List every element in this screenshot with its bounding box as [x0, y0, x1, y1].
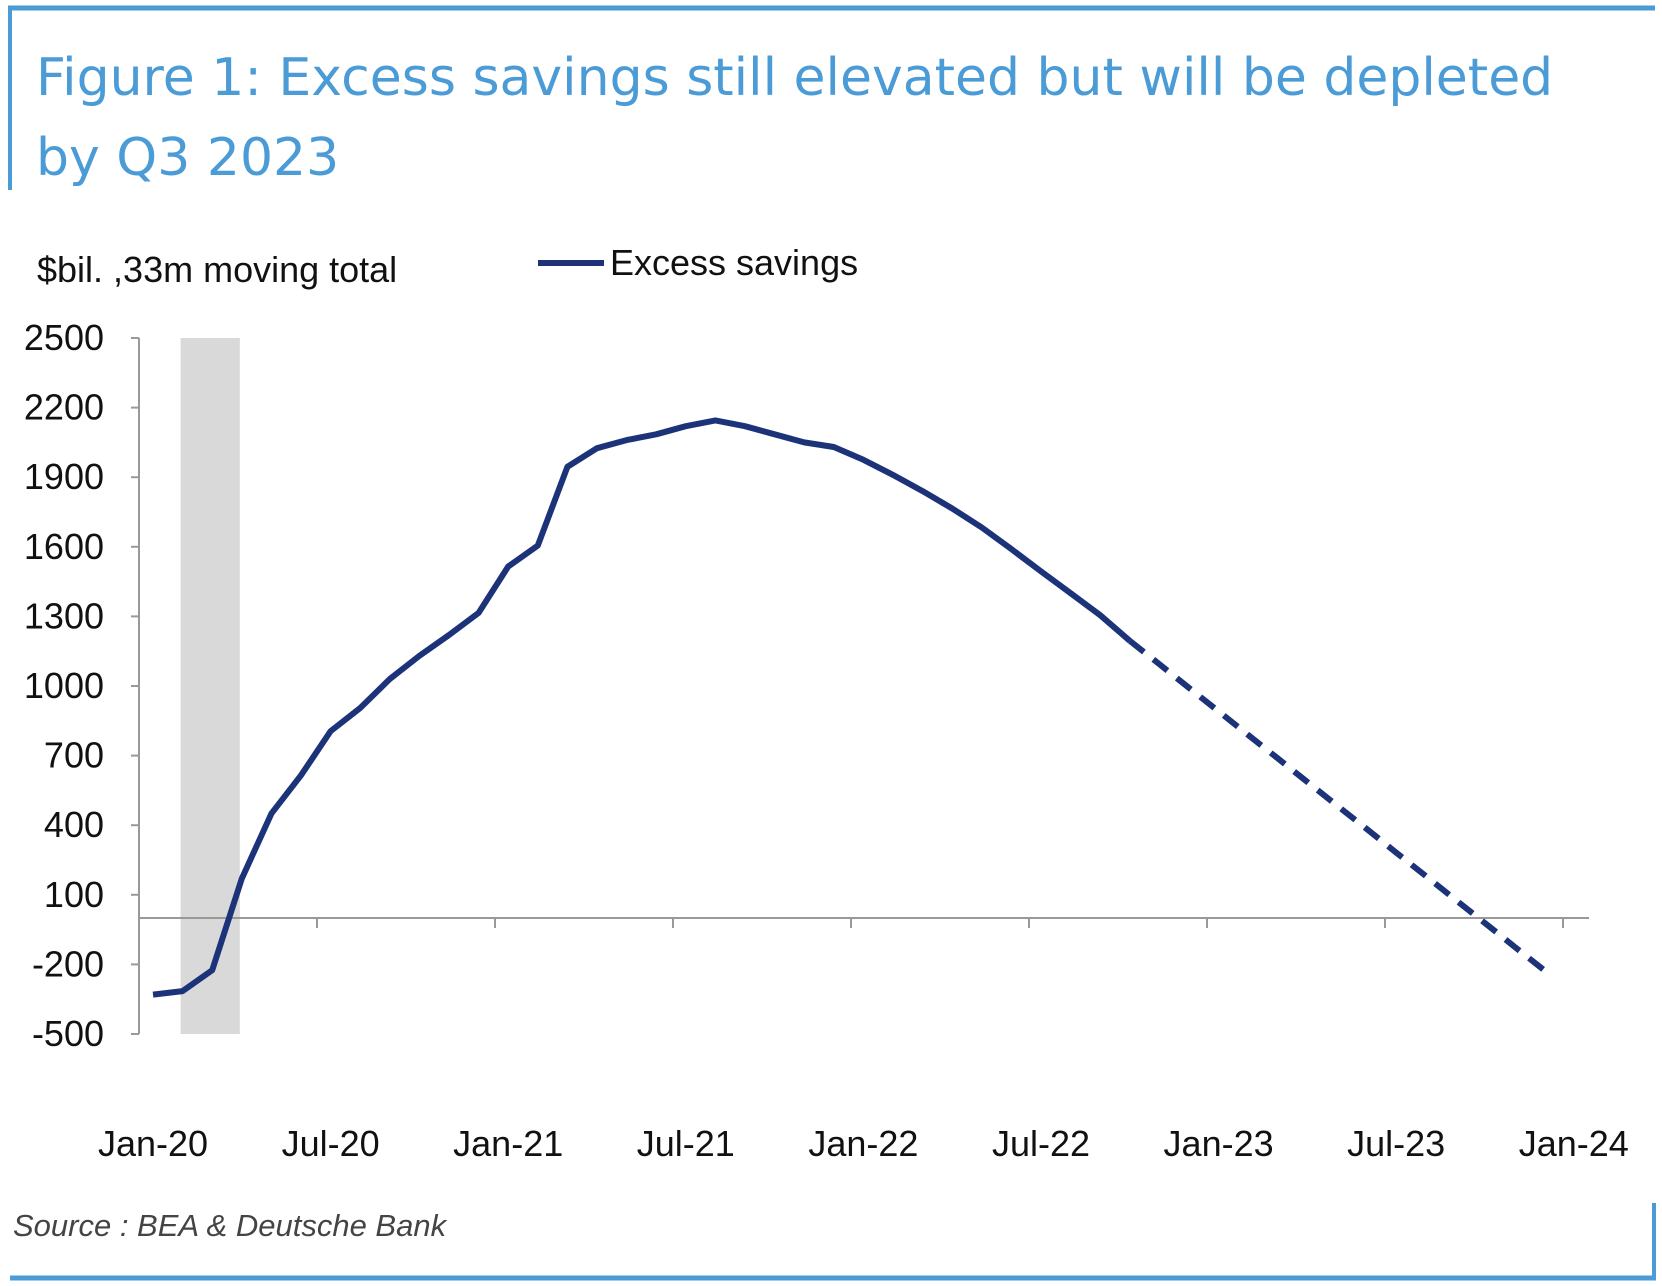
legend: Excess savings	[538, 242, 858, 283]
x-tick-label: Jan-21	[453, 1123, 563, 1164]
x-tick-label: Jul-20	[282, 1123, 380, 1164]
figure-frame	[8, 5, 1656, 1281]
y-axis-unit-label: $bil. ,33m moving total	[37, 249, 397, 290]
legend-label: Excess savings	[610, 242, 858, 283]
y-tick-label: 2500	[24, 317, 104, 358]
y-tick-label: 1300	[24, 595, 104, 636]
x-tick-label: Jan-20	[98, 1123, 208, 1164]
x-tick-label: Jan-23	[1164, 1123, 1274, 1164]
x-tick-label: Jul-21	[637, 1123, 735, 1164]
y-tick-label: 2200	[24, 387, 104, 428]
y-tick-label: -500	[32, 1013, 104, 1054]
y-tick-label: 700	[44, 735, 104, 776]
y-tick-label: 400	[44, 804, 104, 845]
chart-title-line-1: Figure 1: Excess savings still elevated …	[36, 48, 1553, 108]
y-tick-label: -200	[32, 943, 104, 984]
y-tick-label: 100	[44, 874, 104, 915]
x-tick-label: Jul-22	[992, 1123, 1090, 1164]
plot-area: 2500 2200 1900 1600 1300 1000 700 400 100 -200 -50…	[24, 317, 1629, 1164]
y-tick-label: 1000	[24, 665, 104, 706]
x-tick-label: Jan-24	[1519, 1123, 1629, 1164]
chart-title-line-2: by Q3 2023	[36, 128, 339, 188]
y-tick-label: 1900	[24, 456, 104, 497]
recession-shading	[180, 338, 240, 1034]
series-line	[152, 417, 1132, 998]
source-note: Source : BEA & Deutsche Bank	[13, 1208, 448, 1243]
y-tick-label: 1600	[24, 526, 104, 567]
x-tick-label: Jul-23	[1347, 1123, 1445, 1164]
x-tick-label: Jan-22	[808, 1123, 918, 1164]
